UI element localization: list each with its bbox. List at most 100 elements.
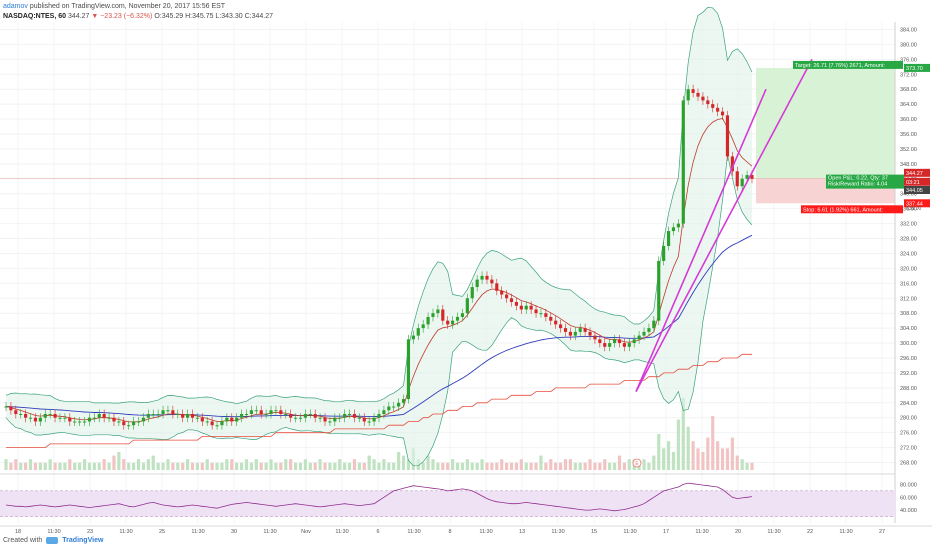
candle-body [117, 421, 121, 423]
candle-body [642, 331, 646, 336]
price-tick-label: 372.00 [900, 72, 917, 78]
candle-body [166, 410, 170, 412]
price-tick-label: 272.00 [900, 446, 917, 452]
volume-bar [730, 437, 734, 470]
stop-text-bg [801, 205, 903, 214]
candle-body [446, 320, 450, 325]
time-tick-label: 17 [663, 529, 669, 535]
candle-body [573, 331, 577, 336]
volume-bar [230, 459, 234, 470]
tradingview-link[interactable]: TradingView [62, 537, 104, 544]
volume-bar [505, 462, 509, 470]
candle-body [495, 283, 499, 291]
time-tick-label: 11:30 [479, 529, 492, 535]
candle-body [357, 417, 361, 419]
volume-bar [53, 462, 57, 470]
volume-bar [446, 462, 450, 470]
price-tick-label: 308.00 [900, 311, 917, 317]
candle-body [470, 287, 474, 299]
earnings-marker-icon[interactable] [632, 458, 642, 468]
time-tick-label: 18 [15, 529, 21, 535]
volume-bar [338, 459, 342, 470]
candle-body [637, 335, 641, 340]
candle-body [338, 417, 342, 419]
candle-body [740, 178, 744, 187]
candle-body [411, 335, 415, 340]
candle-body [63, 417, 67, 419]
time-tick-label: 22 [807, 529, 813, 535]
candle-body [686, 89, 690, 101]
candle-body [475, 279, 479, 288]
volume-bar [490, 462, 494, 470]
candle-body [264, 414, 268, 415]
open-pl-text: Open P&L: 0.22, Qty: 37 [828, 176, 888, 182]
volume-bar [63, 462, 67, 470]
candle-body [73, 421, 77, 423]
target-zone[interactable] [756, 67, 895, 179]
volume-bar [583, 462, 587, 470]
candle-body [92, 417, 96, 419]
candle-body [578, 328, 582, 332]
candle-body [549, 316, 553, 321]
candle-body [293, 417, 298, 419]
sub-price-label: 338.00 [906, 206, 922, 212]
time-tick-label: 11:30 [551, 529, 564, 535]
candle-body [421, 324, 425, 329]
candle-body [215, 425, 219, 427]
price-tick-label: 280.00 [900, 416, 917, 422]
candle-body [681, 100, 685, 224]
time-axis[interactable]: 18 11:30 23 11:30 25 11:30 30 11:30 Nov 11:30 6 11:… [0, 525, 932, 535]
candle-body [500, 290, 504, 295]
volume-bar [534, 462, 538, 470]
candle-body [33, 417, 38, 422]
candle-body [720, 111, 725, 116]
price-tick-label: 296.00 [900, 356, 917, 362]
price-tick-label: 380.00 [900, 42, 917, 48]
volume-bar [573, 462, 577, 470]
candle-body [735, 171, 739, 187]
author-link[interactable]: adamov [3, 3, 28, 10]
price-change: ▼ −23.23 (−6.32%) [91, 13, 153, 20]
trendline-upper[interactable] [635, 88, 767, 392]
time-tick-label: 20 [735, 529, 741, 535]
volume-bar [691, 441, 695, 470]
candle-body [127, 425, 131, 427]
candle-body [141, 417, 146, 422]
candle-body [451, 320, 455, 325]
volume-bar [107, 462, 111, 470]
price-tick-label: 332.00 [900, 222, 917, 228]
candlesticks [4, 84, 754, 430]
candle-body [608, 343, 612, 347]
candle-body [426, 316, 430, 325]
volume-bar [681, 398, 685, 470]
volume-bar [244, 459, 249, 470]
candle-body [333, 417, 337, 422]
volume-bar [475, 462, 479, 470]
volume-bars [4, 398, 754, 470]
volume-bar [161, 462, 165, 470]
candle-body [151, 414, 155, 415]
volume-bar [235, 462, 239, 470]
candle-body [239, 414, 244, 418]
time-tick-label: 11:30 [191, 529, 204, 535]
trendline-main[interactable] [635, 58, 813, 392]
symbol-label[interactable]: NASDAQ:NTES, 60 [3, 13, 67, 20]
volume-bar [686, 426, 690, 470]
trend-lines[interactable] [635, 58, 813, 392]
price-tick-label: 360.00 [900, 117, 917, 123]
position-tool[interactable] [0, 67, 895, 204]
time-tick-label: Nov [301, 529, 311, 535]
candle-body [210, 421, 214, 426]
price-axis[interactable]: 384.00 380.00 376.00 372.00 368.00 364.00 360.… [894, 22, 932, 523]
volume-bar [451, 459, 455, 470]
volume-bar [343, 462, 347, 470]
volume-bar [43, 462, 47, 470]
price-tick-label: 364.00 [900, 102, 917, 108]
candle-body [617, 339, 622, 344]
candle-body [156, 414, 160, 415]
volume-bar [97, 462, 101, 470]
current-price-tag: 344.27 [906, 171, 923, 177]
candle-body [711, 104, 715, 108]
publish-info: published on TradingView.com, November 2… [29, 3, 226, 10]
